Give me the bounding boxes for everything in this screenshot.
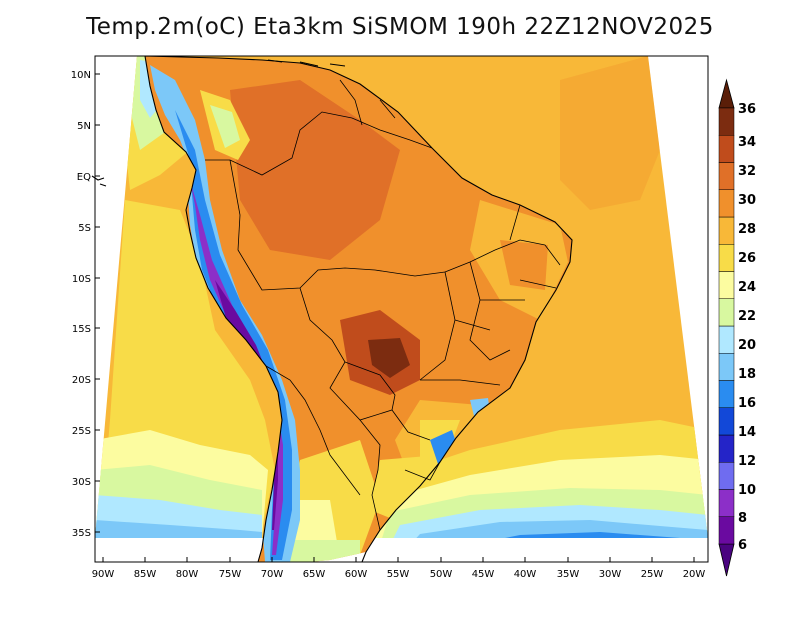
colorbar-swatch xyxy=(718,107,735,136)
lon-tick-label: 85W xyxy=(134,569,157,580)
lon-tick-label: 35W xyxy=(557,569,580,580)
lon-tick-label: 40W xyxy=(514,569,537,580)
lat-tick-label: 30S xyxy=(72,477,91,488)
colorbar-lower-arrow xyxy=(718,543,735,577)
lat-tick-label: 5N xyxy=(77,121,91,132)
lat-tick-label: 35S xyxy=(72,528,91,539)
lon-tick-label: 45W xyxy=(472,569,495,580)
colorbar-label: 10 xyxy=(738,483,756,498)
lat-tick-label: 5S xyxy=(78,223,91,234)
caribbean-islands xyxy=(267,59,346,67)
colorbar-swatch xyxy=(718,298,735,327)
lon-tick-label: 20W xyxy=(683,569,706,580)
colorbar-labels: 6 8 10 12 14 16 18 20 22 24 26 28 30 32 … xyxy=(738,102,756,553)
colorbar-label: 12 xyxy=(738,454,756,469)
colorbar-swatch xyxy=(718,162,735,190)
map-title: Temp.2m(oC) Eta3km SiSMOM 190h 22Z12NOV2… xyxy=(86,14,714,40)
lon-tick-label: 30W xyxy=(599,569,622,580)
lat-tick-label: 25S xyxy=(72,426,91,437)
colorbar-swatch xyxy=(718,135,735,163)
colorbar-swatch xyxy=(718,407,735,436)
longitude-axis: 90W 85W 80W 75W 70W 65W 60W 55W 50W 45W … xyxy=(92,557,706,580)
colorbar-swatch xyxy=(718,271,735,299)
lat-tick-label: 15S xyxy=(72,324,91,335)
colorbar-label: 30 xyxy=(738,193,756,208)
lat-tick-label: 20S xyxy=(72,375,91,386)
lon-tick-label: 50W xyxy=(430,569,453,580)
lon-tick-label: 75W xyxy=(219,569,242,580)
colorbar-label: 28 xyxy=(738,222,756,237)
colorbar-swatch xyxy=(718,189,735,218)
colorbar-label: 6 xyxy=(738,538,747,553)
lon-tick-label: 65W xyxy=(303,569,326,580)
colorbar-swatch xyxy=(718,353,735,381)
continent-coastline xyxy=(144,55,573,563)
colorbar-label: 24 xyxy=(738,280,756,295)
colorbar-label: 32 xyxy=(738,164,756,179)
colorbar-label: 8 xyxy=(738,511,747,526)
lon-tick-label: 60W xyxy=(345,569,368,580)
colorbar-label: 22 xyxy=(738,309,756,324)
colorbar-swatch xyxy=(718,489,735,517)
colorbar-label: 34 xyxy=(738,135,756,150)
colorbar-label: 16 xyxy=(738,396,756,411)
colorbar-swatches xyxy=(718,107,735,545)
colorbar-swatch xyxy=(718,462,735,490)
colorbar-swatch xyxy=(718,244,735,272)
colorbar-swatch xyxy=(718,516,735,545)
colorbar-upper-arrow xyxy=(718,78,735,109)
colorbar-label: 20 xyxy=(738,338,756,353)
galapagos-islands xyxy=(91,175,107,187)
colorbar-label: 18 xyxy=(738,367,756,382)
colorbar-swatch xyxy=(718,434,735,463)
lon-tick-label: 55W xyxy=(387,569,410,580)
lat-tick-label: EQ xyxy=(77,172,91,183)
lon-tick-label: 90W xyxy=(92,569,115,580)
colorbar-label: 26 xyxy=(738,251,756,266)
lon-tick-label: 70W xyxy=(261,569,284,580)
lon-tick-label: 25W xyxy=(641,569,664,580)
lon-tick-label: 80W xyxy=(176,569,199,580)
lat-tick-label: 10S xyxy=(72,274,91,285)
colorbar-swatch xyxy=(718,325,735,354)
lat-tick-label: 10N xyxy=(71,70,91,81)
latitude-axis: 10N 5N EQ 5S 10S 15S 20S 25S 30S 35S xyxy=(71,70,100,539)
colorbar-swatch xyxy=(718,216,735,245)
colorbar-swatch xyxy=(718,380,735,408)
map-border xyxy=(94,55,709,563)
country-borders xyxy=(205,79,561,531)
colorbar: 6 8 10 12 14 16 18 20 22 24 26 28 30 32 … xyxy=(718,78,756,577)
colorbar-label: 14 xyxy=(738,425,756,440)
colorbar-label: 36 xyxy=(738,102,756,117)
